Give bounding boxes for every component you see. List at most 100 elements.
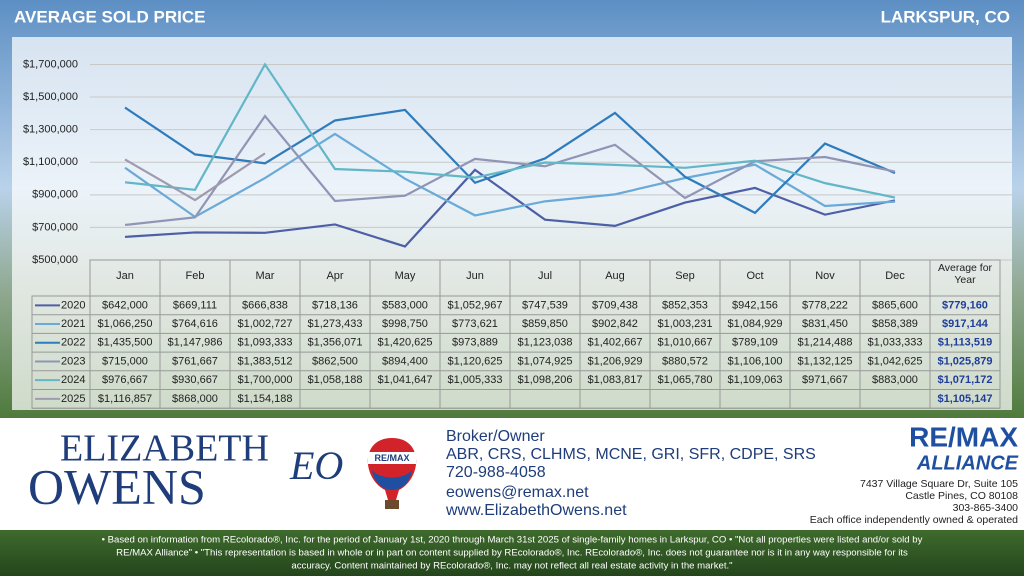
disclaimer: accuracy. Content maintained by REcolora… (291, 561, 732, 572)
table-value: $1,273,433 (307, 318, 362, 330)
table-value: $1,002,727 (237, 318, 292, 330)
table-value: $883,000 (872, 374, 918, 386)
table-value: $666,838 (242, 299, 288, 311)
location: LARKSPUR, CO (881, 7, 1010, 26)
table-value: $1,033,333 (867, 337, 922, 349)
table-value: $1,420,625 (377, 337, 432, 349)
legend-label: 2020 (61, 299, 85, 311)
table-value: $894,400 (382, 355, 428, 367)
series-line (124, 132, 896, 219)
table-value: $880,572 (662, 355, 708, 367)
legend-label: 2022 (61, 337, 85, 349)
table-value: $1,098,206 (517, 374, 572, 386)
y-tick-label: $500,000 (32, 254, 78, 266)
average-value: $779,160 (942, 299, 988, 311)
table-value: $1,003,231 (657, 318, 712, 330)
table-value: $747,539 (522, 299, 568, 311)
average-value: $917,144 (942, 318, 989, 330)
disclaimer: RE/MAX Alliance" • "This representation … (116, 548, 908, 559)
table-value: $718,136 (312, 299, 358, 311)
table-value: $1,206,929 (587, 355, 642, 367)
footer (0, 418, 1024, 530)
x-tick-label: Jan (116, 270, 134, 282)
phone: 720-988-4058 (446, 464, 546, 481)
table-value: $973,889 (452, 337, 498, 349)
y-tick-label: $700,000 (32, 221, 78, 233)
website: www.ElizabethOwens.net (445, 502, 627, 519)
x-tick-label: May (395, 270, 416, 282)
balloon-label: RE/MAX (374, 453, 409, 463)
chart-title: AVERAGE SOLD PRICE (14, 7, 205, 26)
address: 7437 Village Square Dr, Suite 105 (860, 478, 1018, 490)
table-value: $642,000 (102, 299, 148, 311)
x-tick-label: Jul (538, 270, 552, 282)
x-tick-label: Feb (186, 270, 205, 282)
y-tick-label: $900,000 (32, 189, 78, 201)
average-value: $1,071,172 (937, 374, 992, 386)
role: Broker/Owner (446, 428, 545, 445)
disclaimer-band (0, 530, 1024, 576)
table-value: $764,616 (172, 318, 218, 330)
table-value: $831,450 (802, 318, 848, 330)
table-value: $942,156 (732, 299, 778, 311)
disclaimer: • Based on information from REcolorado®,… (102, 535, 923, 546)
table-value: $1,065,780 (657, 374, 712, 386)
table-value: $1,109,063 (727, 374, 782, 386)
table-value: $1,116,857 (98, 393, 152, 405)
credentials: ABR, CRS, CLHMS, MCNE, GRI, SFR, CDPE, S… (446, 446, 816, 463)
average-value: $1,113,519 (938, 337, 992, 349)
x-tick-label: Oct (746, 270, 763, 282)
x-tick-label: Dec (885, 270, 905, 282)
table-value: $902,842 (592, 318, 638, 330)
table-value: $971,667 (802, 374, 848, 386)
y-tick-label: $1,500,000 (23, 91, 78, 103)
table-value: $1,435,500 (97, 337, 152, 349)
table-value: $1,356,071 (307, 337, 362, 349)
legend-label: 2024 (61, 374, 85, 386)
x-tick-label: Apr (326, 270, 343, 282)
table-value: $669,111 (173, 299, 217, 311)
table-value: $1,120,625 (447, 355, 502, 367)
table-value: $998,750 (382, 318, 428, 330)
table-value: $1,042,625 (867, 355, 922, 367)
table-value: $1,402,667 (587, 337, 642, 349)
table-value: $1,005,333 (447, 374, 502, 386)
table-value: $1,093,333 (237, 337, 292, 349)
office-brand: RE/MAX (909, 421, 1018, 452)
average-header: Average for Year (937, 262, 993, 286)
table-value: $778,222 (802, 299, 848, 311)
office-name: ALLIANCE (916, 452, 1019, 474)
table-value: $862,500 (312, 355, 358, 367)
office-phone: 303-865-3400 (953, 502, 1019, 514)
agent-last: OWENS (28, 458, 206, 514)
series-line (124, 152, 266, 202)
table-value: $1,147,986 (167, 337, 222, 349)
series-line (124, 114, 896, 227)
table-value: $858,389 (872, 318, 918, 330)
average-value: $1,025,879 (937, 355, 992, 367)
table-value: $709,438 (592, 299, 638, 311)
x-tick-label: Nov (815, 270, 835, 282)
table-value: $865,600 (872, 299, 918, 311)
table-value: $1,010,667 (657, 337, 712, 349)
table-value: $976,667 (102, 374, 148, 386)
x-tick-label: Mar (256, 270, 275, 282)
table-value: $868,000 (172, 393, 218, 405)
balloon-label-bg (368, 452, 416, 464)
balloon-band (372, 470, 412, 490)
y-tick-label: $1,100,000 (23, 156, 78, 168)
office-note: Each office independently owned & operat… (810, 514, 1018, 526)
legend-label: 2025 (61, 393, 85, 405)
table-value: $773,621 (452, 318, 498, 330)
table-value: $1,700,000 (237, 374, 292, 386)
table-value: $1,123,038 (517, 337, 572, 349)
chart-panel (12, 37, 1012, 410)
table-value: $1,074,925 (517, 355, 572, 367)
table-value: $583,000 (382, 299, 428, 311)
email: eowens@remax.net (446, 484, 589, 501)
legend-label: 2023 (61, 355, 85, 367)
x-tick-label: Sep (675, 270, 695, 282)
table-value: $859,850 (522, 318, 568, 330)
table-value: $761,667 (172, 355, 218, 367)
